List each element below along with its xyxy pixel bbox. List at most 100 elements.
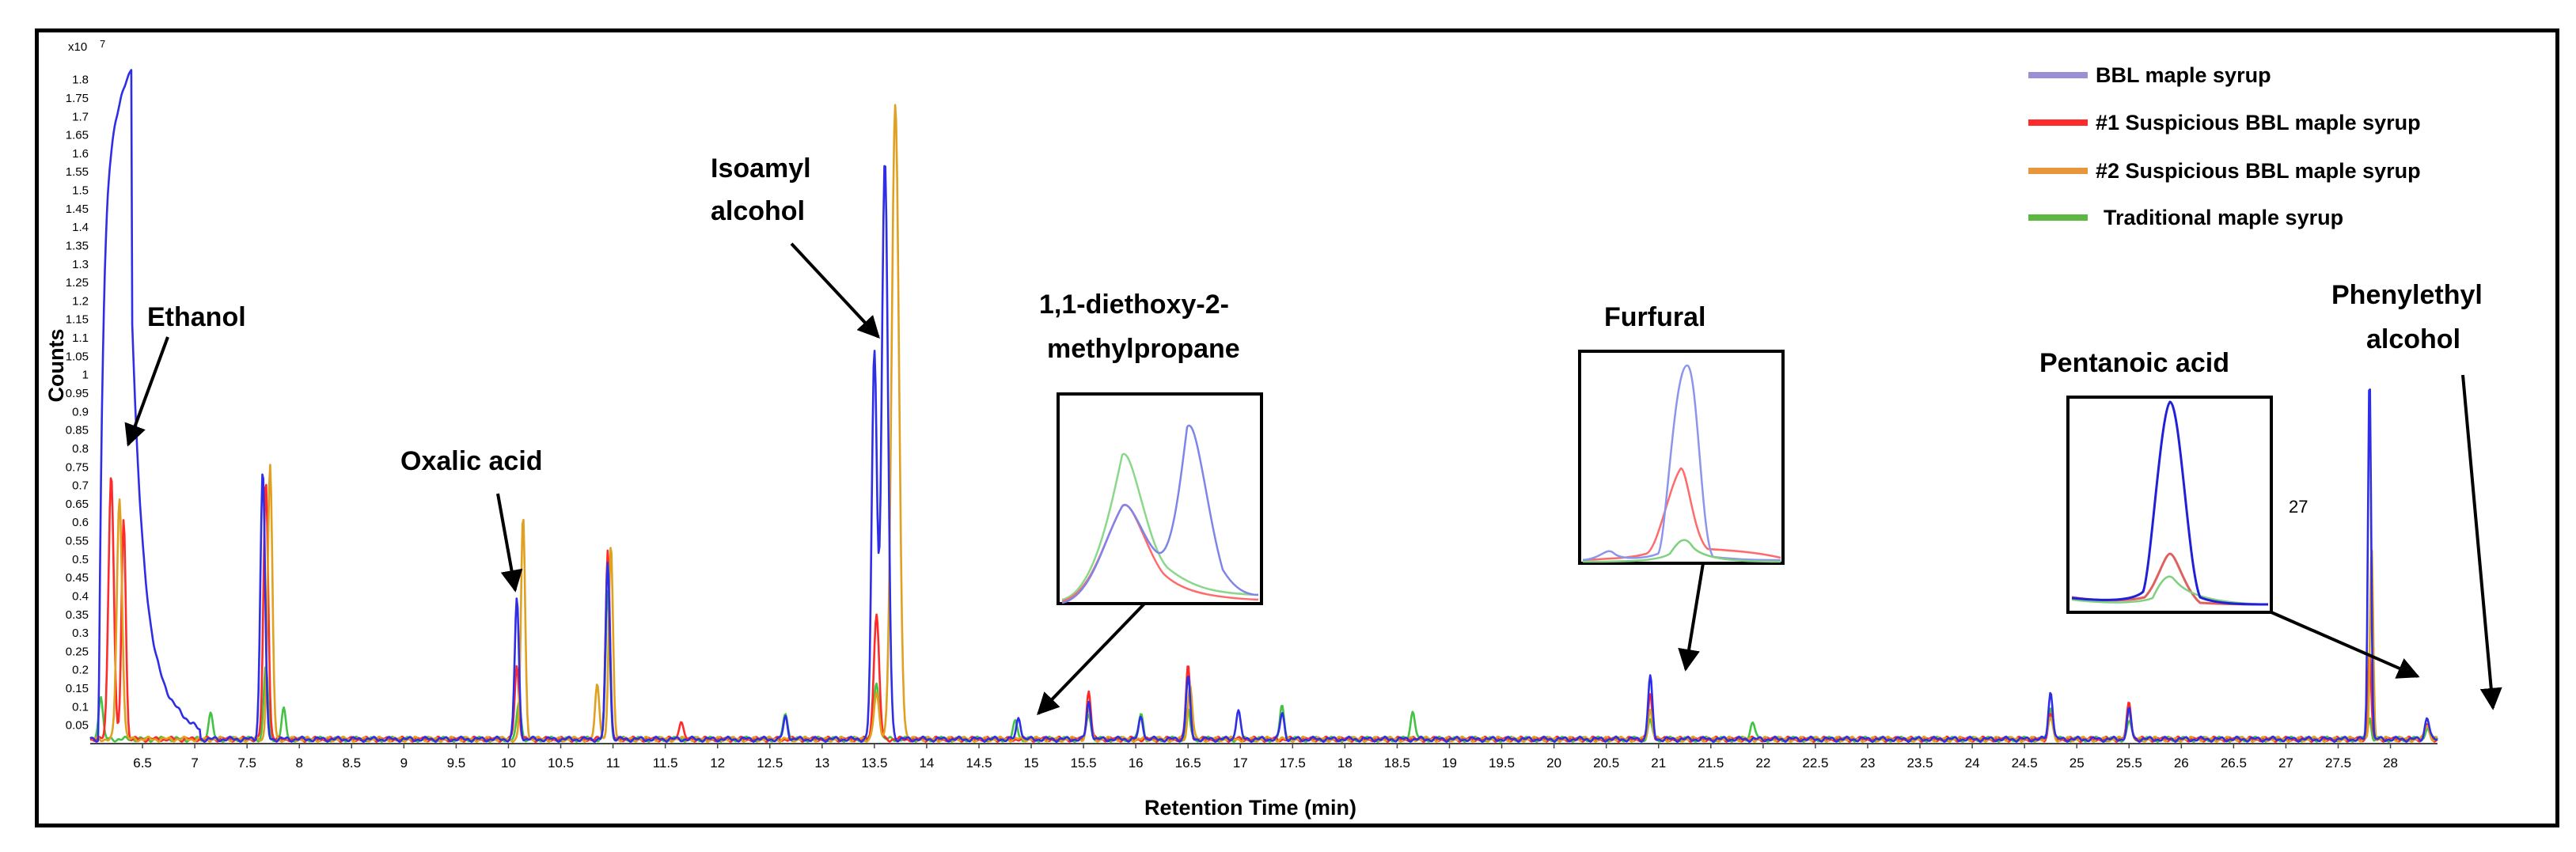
y-tick-label: 0.45	[66, 571, 89, 585]
x-tick-label: 9.5	[447, 755, 466, 771]
x-tick-label: 23.5	[1906, 755, 1933, 771]
y-tick-label: 0.6	[72, 516, 89, 529]
x-tick-label: 21.5	[1698, 755, 1724, 771]
x-tick-label: 6.5	[133, 755, 152, 771]
x-tick-label: 22.5	[1802, 755, 1828, 771]
chart-frame	[35, 28, 2559, 827]
label-phenylethyl-line2: alcohol	[2366, 324, 2460, 354]
y-tick-label: 0.75	[66, 460, 89, 474]
inset-furfural-green	[1582, 539, 1781, 563]
label-phenylethyl-line1: Phenylethyl	[2331, 280, 2483, 310]
y-tick-label: 0.3	[72, 627, 89, 640]
y-tick-label: 1.45	[66, 203, 89, 216]
arrow-isoamyl-alcohol	[790, 242, 880, 339]
x-tick-label: 13	[814, 755, 829, 771]
y-tick-label: 0.55	[66, 535, 89, 548]
inset-diethoxy	[1057, 392, 1263, 605]
x-axis-ticks: 6.5 7 7.5 8 8.5 9 9.5 10 10.5 11 11.5 12 12.5 13 13.5 1…	[133, 744, 2398, 771]
series-traces	[89, 69, 2439, 743]
label-isoamyl-line1: Isoamyl	[711, 153, 811, 184]
x-tick-label: 28	[2383, 755, 2398, 771]
arrow-ethanol	[124, 336, 169, 447]
x-tick-label: 24	[1965, 755, 1980, 771]
y-tick-label: 1.6	[72, 147, 89, 161]
y-multiplier-exponent: 7	[100, 38, 105, 50]
x-tick-label: 18	[1337, 755, 1352, 771]
label-ethanol: Ethanol	[147, 302, 246, 332]
y-tick-label: 1	[82, 369, 89, 382]
label-isoamyl-line2: alcohol	[711, 196, 805, 226]
y-tick-label: 0.85	[66, 424, 89, 437]
y-tick-label: 0.15	[66, 682, 89, 695]
x-tick-label: 14	[919, 755, 934, 771]
y-tick-label: 1.2	[72, 294, 89, 308]
x-tick-label: 8.5	[342, 755, 361, 771]
x-tick-label: 26.5	[2221, 755, 2247, 771]
y-tick-label: 1.5	[72, 184, 89, 198]
x-tick-label: 12	[710, 755, 725, 771]
y-tick-label: 1.4	[72, 221, 89, 234]
stray-label-27: 27	[2289, 497, 2308, 517]
x-tick-label: 23	[1861, 755, 1876, 771]
arrow-phenylethyl-alcohol	[2461, 374, 2502, 710]
x-tick-label: 8	[295, 755, 302, 771]
y-tick-label: 0.1	[72, 700, 89, 714]
x-tick-label: 7	[191, 755, 198, 771]
x-tick-label: 13.5	[861, 755, 887, 771]
label-oxalic-acid: Oxalic acid	[400, 446, 543, 476]
x-tick-label: 17	[1233, 755, 1248, 771]
x-tick-label: 10	[501, 755, 516, 771]
y-axis-ticks: 0.05 0.1 0.15 0.2 0.25 0.3 0.35 0.4 0.45 0.5 0.55 0…	[66, 74, 89, 733]
x-tick-label: 27.5	[2325, 755, 2351, 771]
legend-label-bbl: BBL maple syrup	[2096, 63, 2271, 87]
x-tick-label: 17.5	[1280, 755, 1306, 771]
y-tick-label: 1.3	[72, 258, 89, 271]
x-tick-label: 26	[2174, 755, 2189, 771]
x-tick-label: 11.5	[653, 755, 678, 771]
x-tick-label: 22	[1755, 755, 1770, 771]
legend-label-traditional: Traditional maple syrup	[2104, 206, 2343, 229]
label-pentanoic-acid: Pentanoic acid	[2039, 348, 2229, 378]
x-tick-label: 9	[400, 755, 408, 771]
inset-pentanoic	[2066, 396, 2273, 614]
x-tick-label: 19	[1442, 755, 1457, 771]
arrow-pentanoic-acid	[2271, 611, 2420, 679]
y-tick-label: 0.95	[66, 387, 89, 400]
x-tick-label: 15	[1024, 755, 1039, 771]
inset-furfural-red	[1582, 467, 1781, 562]
x-tick-label: 16	[1129, 755, 1144, 771]
x-tick-label: 15.5	[1071, 755, 1097, 771]
inset-pentanoic-blue	[2071, 400, 2269, 606]
y-tick-label: 1.65	[66, 129, 89, 142]
y-tick-label: 0.05	[66, 719, 89, 733]
arrow-oxalic-acid	[496, 493, 523, 593]
y-tick-label: 0.5	[72, 553, 89, 566]
y-tick-label: 0.2	[72, 664, 89, 677]
y-tick-label: 1.1	[72, 331, 89, 345]
y-tick-label: 1.35	[66, 239, 89, 252]
y-tick-label: 1.25	[66, 276, 89, 290]
arrow-furfural	[1678, 562, 1705, 672]
inset-furfural-box	[1578, 350, 1785, 565]
x-tick-label: 19.5	[1489, 755, 1515, 771]
y-tick-label: 1.55	[66, 165, 89, 179]
y-tick-label: 1.15	[66, 313, 89, 327]
x-tick-label: 12.5	[757, 755, 783, 771]
y-axis-title: Counts	[44, 329, 68, 403]
inset-diethoxy-blue	[1061, 424, 1259, 604]
legend-label-suspicious-2: #2 Suspicious BBL maple syrup	[2096, 159, 2421, 183]
label-diethoxy-line2: methylpropane	[1047, 334, 1240, 364]
x-tick-label: 14.5	[966, 755, 992, 771]
y-tick-label: 0.8	[72, 442, 89, 456]
inset-furfural	[1578, 350, 1785, 565]
x-tick-label: 10.5	[548, 755, 574, 771]
x-tick-label: 7.5	[237, 755, 256, 771]
y-tick-label: 1.7	[72, 110, 89, 123]
inset-diethoxy-green	[1061, 453, 1259, 601]
x-tick-label: 20	[1546, 755, 1561, 771]
y-tick-label: 1.8	[72, 74, 89, 87]
x-tick-label: 25.5	[2116, 755, 2142, 771]
inset-pentanoic-box	[2066, 396, 2273, 614]
y-tick-label: 0.35	[66, 608, 89, 622]
